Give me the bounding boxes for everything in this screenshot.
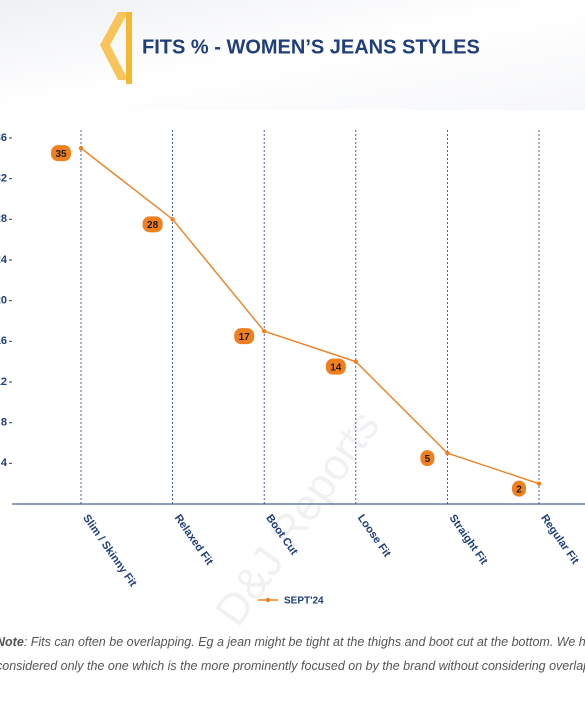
value-label-bg: [325, 358, 346, 375]
point: [78, 145, 84, 151]
y-tick-label: 32: [0, 173, 7, 185]
title-bar: [126, 12, 132, 84]
value-label: 5: [425, 454, 431, 465]
point: [170, 217, 175, 222]
x-tick-label: Loose Fit: [355, 513, 393, 560]
x-tick-label: Regular Fit: [538, 513, 581, 567]
note-label: Note: [0, 635, 24, 649]
value-label: 14: [330, 362, 342, 373]
value-label-bg: [512, 480, 526, 497]
value-label: 35: [55, 149, 67, 160]
x-tick-label: Relaxed Fit: [172, 513, 216, 568]
note-text: : Fits can often be overlapping. Eg a je…: [0, 635, 585, 673]
point: [262, 328, 267, 334]
header-background: [0, 0, 585, 110]
value-label-bg: [234, 328, 255, 345]
value-label-bg: [51, 145, 71, 162]
y-tick-label: 28: [0, 213, 7, 225]
point: [536, 481, 542, 486]
value-label: 28: [147, 220, 159, 231]
x-tick-label: Straight Fit: [447, 513, 490, 568]
x-tick-label: Slim / Skinny Fit: [80, 513, 139, 590]
value-label-bg: [142, 216, 163, 233]
line: [80, 147, 540, 485]
point: [353, 359, 358, 364]
chart-title: FITS % - WOMEN’S JEANS STYLES: [142, 36, 480, 58]
y-tick-label: 12: [0, 376, 7, 388]
y-tick-label: 8: [1, 417, 7, 429]
note: Note: Fits can often be overlapping. Eg …: [0, 630, 585, 678]
y-tick-label: 4: [1, 457, 8, 469]
value-label: 17: [239, 332, 251, 343]
title-chevron: [100, 12, 128, 80]
value-label: 2: [516, 484, 522, 495]
y-tick-label: 20: [0, 295, 7, 307]
point: [445, 450, 450, 456]
legend-marker: [265, 597, 271, 603]
value-label-bg: [420, 450, 435, 467]
y-tick-label: 16: [0, 335, 7, 347]
y-tick-label: 36: [0, 132, 7, 144]
legend-label: SEPT'24: [284, 596, 324, 607]
y-tick-label: 24: [0, 254, 8, 266]
